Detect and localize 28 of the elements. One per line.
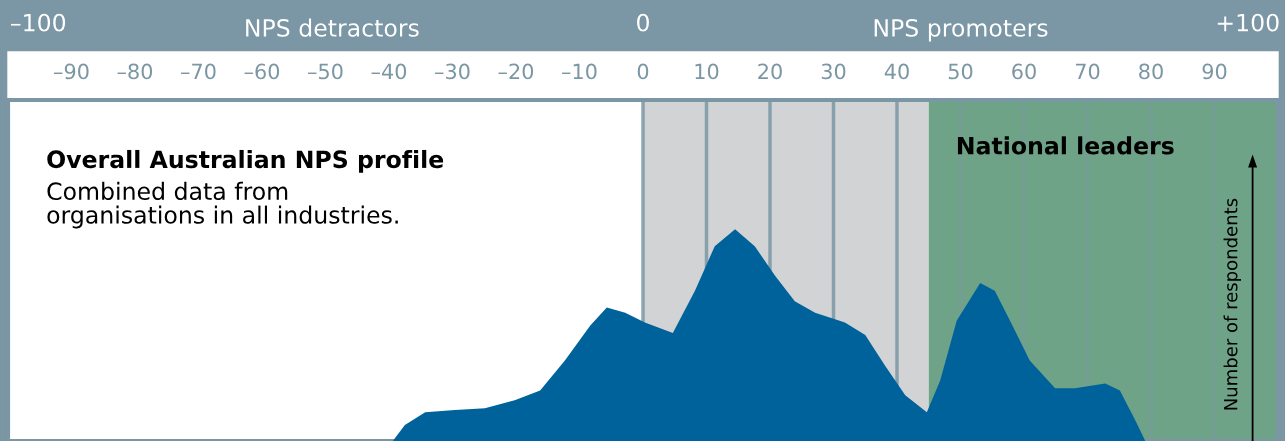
- x-tick-label: –60: [244, 63, 280, 80]
- x-tick-label: –70: [181, 63, 216, 80]
- x-tick-label: 60: [1012, 63, 1036, 80]
- text: NPS detractors: [246, 18, 419, 37]
- x-tick-label: 30: [821, 63, 846, 80]
- x-tick-label: 20: [758, 63, 782, 80]
- y-axis-title: Number of respondents: [1223, 198, 1242, 410]
- chart-title: Overall Australian NPS profile: [47, 149, 444, 173]
- x-tick-label: –20: [498, 63, 534, 80]
- band-label: National leaders: [957, 136, 1174, 155]
- x-tick-label: 40: [884, 63, 909, 80]
- x-tick-label: –50: [308, 63, 343, 80]
- x-tick-label: 0: [637, 63, 649, 80]
- x-tick-label: 80: [1139, 63, 1163, 80]
- x-tick-label: –30: [435, 63, 470, 80]
- x2-tick-label: +100: [1217, 13, 1279, 32]
- x2-tick-label: 0: [637, 13, 649, 32]
- x-tick-label: –10: [562, 63, 597, 80]
- x-tick-label: 90: [1202, 63, 1227, 80]
- text: NPS promoters: [874, 18, 1048, 42]
- x-tick-label: 70: [1075, 63, 1100, 80]
- x-tick-label: 10: [695, 63, 719, 80]
- x-tick-label: –40: [371, 63, 407, 80]
- x-tick-label: –90: [54, 63, 89, 80]
- x2-tick-label: –100: [10, 13, 66, 32]
- x-tick-label: 50: [948, 63, 973, 80]
- x-tick-label: –80: [117, 63, 153, 80]
- chart-subtitle: Combined data from organisations in all industries.: [47, 181, 398, 229]
